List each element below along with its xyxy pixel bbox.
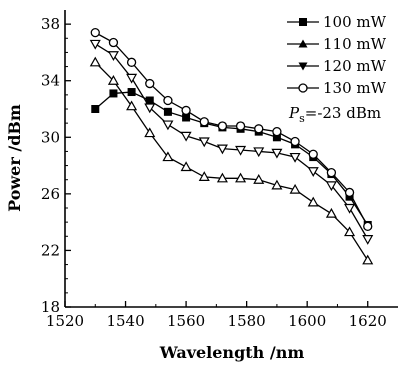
x-tick-label: 1520 — [46, 312, 84, 330]
series-layer — [89, 27, 374, 265]
data-point — [180, 161, 192, 172]
x-tick-label: 1600 — [288, 312, 326, 330]
data-point — [289, 183, 301, 194]
data-point — [271, 179, 283, 190]
legend-marker — [298, 39, 308, 48]
data-point — [290, 136, 300, 147]
y-tick-label: 38 — [41, 15, 60, 33]
data-point — [126, 73, 138, 84]
axes — [64, 10, 398, 308]
data-point — [362, 235, 374, 245]
data-point — [253, 173, 265, 184]
data-point — [107, 51, 119, 61]
x-tick-label: 1620 — [349, 312, 387, 330]
y-tick-label: 22 — [41, 241, 60, 259]
legend-label: 100 mW — [323, 13, 387, 31]
data-point — [162, 151, 174, 162]
legend-item: 110 mW — [287, 35, 387, 53]
data-point — [145, 96, 154, 105]
x-tick-label: 1560 — [167, 312, 205, 330]
y-tick-label: 18 — [41, 298, 60, 316]
data-point — [163, 95, 173, 106]
data-point — [362, 254, 374, 265]
x-tick-label: 1540 — [106, 312, 144, 330]
data-point — [216, 144, 228, 155]
series-line — [94, 32, 369, 227]
data-point — [199, 117, 209, 127]
data-point — [235, 172, 247, 183]
data-point — [325, 181, 337, 192]
data-point — [89, 39, 101, 50]
data-point — [272, 133, 281, 142]
legend-marker — [298, 62, 308, 71]
data-point — [307, 167, 319, 177]
data-point — [144, 127, 156, 138]
y-axis-title: Power /dBm — [5, 104, 24, 212]
x-tick-label: 1580 — [228, 312, 266, 330]
data-point — [254, 124, 264, 134]
data-point — [235, 145, 247, 156]
series-1 — [89, 56, 374, 265]
data-point — [325, 207, 337, 218]
data-point — [272, 126, 282, 137]
data-point — [126, 100, 138, 111]
y-tick-label: 26 — [41, 185, 60, 203]
legend-label: 110 mW — [323, 35, 387, 53]
ticks: 1520 1540 1560 1580 1600 1620 18 22 26 30 34 38 — [41, 15, 387, 330]
data-point — [198, 137, 210, 148]
data-point — [198, 171, 210, 181]
legend: 100 mW 110 mW 120 mW 130 mW — [287, 13, 387, 97]
data-point — [126, 57, 137, 67]
annotation-value: =-23 dBm — [305, 104, 381, 122]
series-3 — [90, 27, 373, 232]
series-line — [94, 43, 369, 240]
annotation-subscript: s — [299, 112, 305, 125]
data-point — [145, 78, 155, 89]
data-point — [326, 167, 337, 178]
data-point — [127, 88, 136, 97]
data-point — [162, 120, 174, 131]
legend-label: 130 mW — [323, 79, 387, 97]
data-point — [344, 203, 356, 214]
legend-marker — [298, 83, 308, 93]
data-point — [289, 152, 301, 163]
y-tick-label: 34 — [41, 72, 60, 90]
legend-item: 120 mW — [287, 57, 387, 75]
legend-item: 100 mW — [287, 13, 387, 31]
legend-item: 130 mW — [287, 79, 387, 97]
data-point — [181, 105, 191, 116]
data-point — [144, 103, 156, 114]
y-tick-label: 30 — [41, 128, 60, 146]
annotation-symbol: P — [288, 104, 300, 122]
data-point — [344, 187, 355, 198]
data-point — [107, 74, 119, 85]
data-point — [108, 37, 119, 48]
series-line — [94, 91, 369, 226]
data-point — [180, 131, 192, 142]
data-point — [163, 107, 172, 116]
data-point — [89, 56, 101, 67]
annotation-ps: Ps=-23 dBm — [288, 104, 381, 125]
data-point — [216, 172, 228, 183]
data-point — [308, 149, 318, 159]
x-axis-title: Wavelength /nm — [159, 343, 305, 362]
legend-marker — [299, 18, 307, 26]
data-point — [344, 226, 356, 237]
legend-label: 120 mW — [323, 57, 387, 75]
data-point — [217, 121, 228, 131]
data-point — [109, 89, 118, 98]
data-point — [235, 121, 246, 131]
data-point — [91, 105, 100, 113]
series-line — [94, 61, 369, 261]
data-point — [363, 221, 373, 232]
data-point — [182, 113, 191, 122]
data-point — [90, 27, 100, 38]
series-2 — [89, 39, 374, 245]
data-point — [253, 147, 265, 158]
data-point — [271, 148, 283, 159]
data-point — [307, 196, 319, 207]
